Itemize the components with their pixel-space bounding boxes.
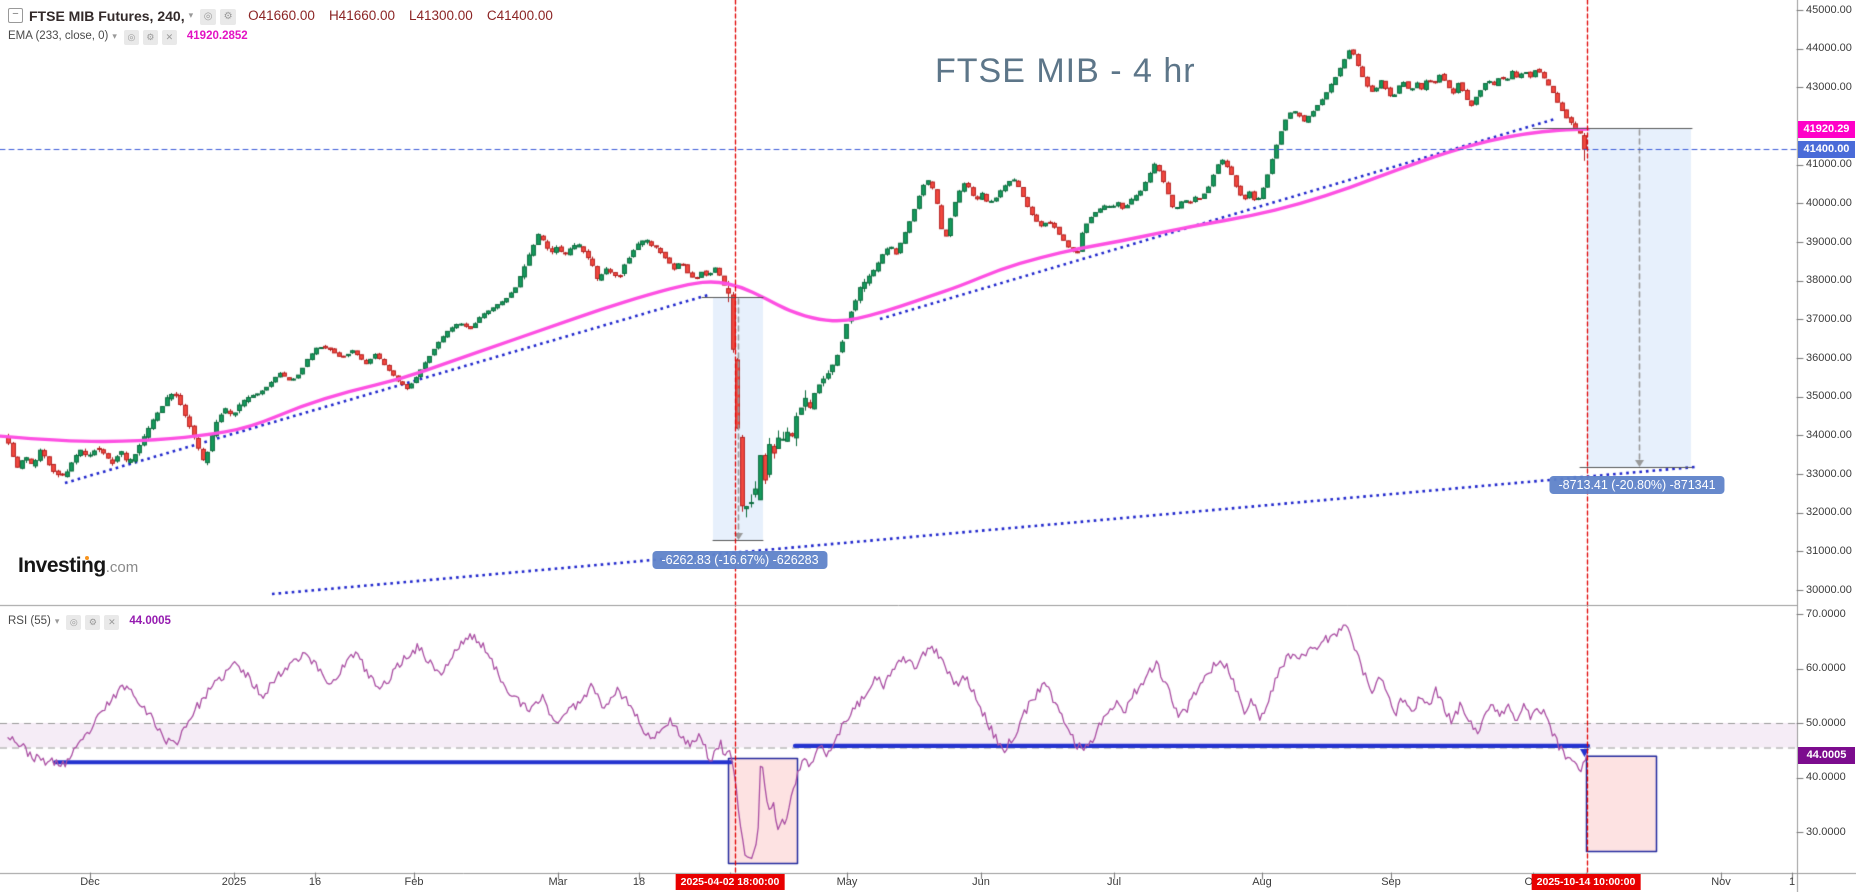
settings-icon[interactable]: ⚙ [220,9,237,25]
time-axis-label: 16 [308,876,322,888]
price-axis-label: 41000.00 [1806,158,1852,171]
rsi-value: 44.0005 [129,615,171,627]
settings-icon[interactable]: ⚙ [85,615,101,630]
settings-icon[interactable]: ⚙ [142,30,158,45]
ohlc-high: H41660.00 [328,7,395,23]
date-tag-april: 2025-04-02 18:00:00 [675,874,785,890]
close-icon[interactable]: ✕ [161,30,177,45]
visibility-icon[interactable]: ◎ [200,9,217,25]
time-axis-label: 18 [632,876,646,888]
ema-value: 41920.2852 [186,30,248,42]
logo-brand-text: Investing [18,554,106,577]
ema-row: EMA (233, close, 0) ▾ ◎ ⚙ ✕ 41920.2852 [8,27,248,45]
rsi-axis-label: 40.0000 [1806,771,1846,783]
rsi-label[interactable]: RSI (55) [8,615,51,627]
chart-title-annotation: FTSE MIB - 4 hr [935,52,1196,90]
investing-logo: Investing.com [18,554,138,578]
last-price-tag: 41400.00 [1798,140,1855,158]
price-axis-label: 31000.00 [1806,544,1852,557]
collapse-icon[interactable]: − [8,8,23,23]
time-axis-label: Mar [548,876,568,888]
price-axis-label: 37000.00 [1806,312,1852,325]
time-axis-label: Aug [1252,876,1272,888]
measure-label-april-drop[interactable]: -6262.83 (-16.67%) -626283 [652,551,828,569]
time-axis-label: Jul [1106,876,1122,888]
ema-label[interactable]: EMA (233, close, 0) [8,30,109,42]
time-axis-label: 2025 [221,876,247,888]
measure-label-october-projection[interactable]: -8713.41 (-20.80%) -871341 [1549,476,1725,494]
rsi-axis-label: 50.0000 [1806,716,1846,729]
time-axis-label: Nov [1711,876,1731,888]
ema-price-tag: 41920.29 [1798,120,1855,138]
chevron-down-icon[interactable]: ▾ [188,10,194,20]
close-icon[interactable]: ✕ [104,615,120,630]
time-axis-label: 1 [1788,876,1796,888]
chevron-down-icon[interactable]: ▾ [112,30,117,41]
time-axis-label: Feb [404,876,424,888]
rsi-toolbar: ◎ ⚙ ✕ [66,612,123,630]
visibility-icon[interactable]: ◎ [66,615,82,630]
logo-orange-dot [85,556,89,560]
ohlc-readout: O41660.00 H41660.00 L41300.00 C41400.00 [248,7,567,25]
rsi-row: RSI (55) ▾ ◎ ⚙ ✕ 44.0005 [8,612,171,630]
rsi-value-tag: 44.0005 [1798,747,1855,765]
price-axis-label: 45000.00 [1806,3,1852,16]
price-axis-label: 30000.00 [1806,583,1852,596]
visibility-icon[interactable]: ◎ [123,30,139,45]
price-axis-label: 34000.00 [1806,428,1852,441]
price-axis-label: 40000.00 [1806,196,1852,209]
rsi-axis-label: 30.0000 [1806,825,1846,838]
price-axis-label: 44000.00 [1806,42,1852,55]
logo-suffix-text: .com [105,559,139,576]
ema-toolbar: ◎ ⚙ ✕ [123,27,181,45]
price-axis-label: 32000.00 [1806,506,1852,519]
ohlc-low: L41300.00 [409,7,473,23]
ohlc-close: C41400.00 [486,7,553,23]
rsi-axis-label: 70.0000 [1806,607,1846,620]
ohlc-open: O41660.00 [248,7,315,23]
symbol-row: − FTSE MIB Futures, 240, ▾ ◎ ⚙ O41660.00 H… [8,6,567,25]
symbol-title[interactable]: FTSE MIB Futures, 240, [29,7,185,24]
price-axis-label: 35000.00 [1806,390,1852,403]
chevron-down-icon[interactable]: ▾ [54,615,60,626]
time-axis-label: Dec [80,876,100,888]
price-axis-label: 39000.00 [1806,235,1852,248]
time-axis-label: Sep [1381,876,1401,888]
rsi-axis-label: 60.0000 [1806,662,1846,674]
price-axis-label: 33000.00 [1806,467,1852,480]
date-tag-october: 2025-10-14 10:00:00 [1531,874,1641,890]
time-axis-label: Jun [972,876,990,888]
symbol-toolbar: ◎ ⚙ [200,6,240,25]
price-axis-label: 43000.00 [1806,80,1852,93]
time-axis-label: May [836,876,858,888]
price-axis-label: 36000.00 [1806,351,1852,364]
price-axis-label: 38000.00 [1806,274,1852,287]
